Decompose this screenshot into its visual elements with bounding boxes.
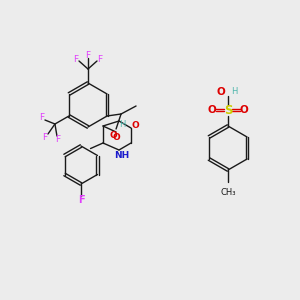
Text: F: F bbox=[39, 113, 44, 122]
Text: H: H bbox=[231, 88, 237, 97]
Text: S: S bbox=[224, 103, 232, 116]
Text: F: F bbox=[56, 134, 61, 143]
Text: O: O bbox=[109, 131, 117, 140]
Text: F: F bbox=[98, 55, 103, 64]
Text: O: O bbox=[112, 133, 120, 142]
Text: CH₃: CH₃ bbox=[220, 188, 236, 197]
Text: O: O bbox=[216, 87, 225, 97]
Text: F: F bbox=[85, 50, 91, 59]
Text: H: H bbox=[119, 120, 125, 129]
Text: NH: NH bbox=[114, 151, 130, 160]
Text: O: O bbox=[240, 105, 248, 115]
Text: F: F bbox=[78, 195, 84, 205]
Text: F: F bbox=[42, 134, 47, 142]
Text: O: O bbox=[208, 105, 216, 115]
Text: O: O bbox=[131, 121, 139, 130]
Text: F: F bbox=[74, 55, 79, 64]
